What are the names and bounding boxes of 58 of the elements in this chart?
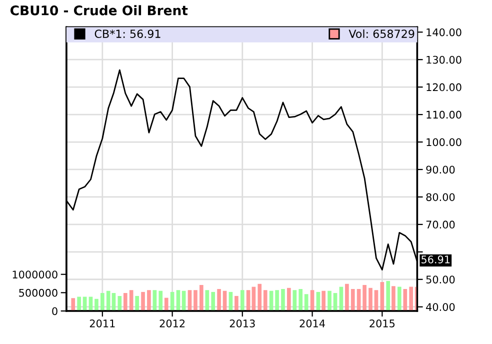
bar xyxy=(240,290,244,311)
bar xyxy=(217,289,221,311)
bar xyxy=(322,290,326,311)
y2-tick-label: 100.00 xyxy=(426,138,462,146)
bar xyxy=(147,290,151,311)
x-tick-label: 2013 xyxy=(230,319,255,328)
bar xyxy=(123,293,128,311)
y2-tick-label: 80.00 xyxy=(426,193,455,202)
y2-tick-label: 50.00 xyxy=(426,276,455,284)
legend-label: CB*1: 56.91 xyxy=(94,30,160,38)
bar xyxy=(304,294,308,311)
y-tick-label: 0 xyxy=(52,307,58,316)
bar xyxy=(386,280,390,311)
bar xyxy=(328,290,332,311)
bar xyxy=(350,289,355,311)
y2-tick-label: 90.00 xyxy=(426,166,455,174)
bar xyxy=(211,292,216,311)
bar xyxy=(77,296,81,311)
bar xyxy=(100,293,104,311)
y2-tick-label: 130.00 xyxy=(426,56,462,64)
bar xyxy=(275,290,279,311)
y2-tick-label: 140.00 xyxy=(426,28,462,36)
bar xyxy=(205,290,210,311)
bar xyxy=(71,298,76,311)
x-tick-label: 2012 xyxy=(160,319,185,328)
bar xyxy=(135,296,139,311)
y2-tick-label: 110.00 xyxy=(426,110,462,119)
bar xyxy=(287,288,291,311)
bar xyxy=(158,290,163,311)
bar xyxy=(118,296,122,311)
bar xyxy=(94,298,98,311)
bar xyxy=(345,284,349,311)
y2-tick-label: 120.00 xyxy=(426,83,462,92)
bar xyxy=(234,296,238,311)
bar xyxy=(194,290,198,311)
bar xyxy=(403,289,408,311)
legend-label: Vol: 658729 xyxy=(348,29,414,38)
bar xyxy=(164,298,168,311)
bar xyxy=(392,286,396,311)
bar xyxy=(409,286,414,311)
bar xyxy=(362,284,366,311)
bar xyxy=(141,292,145,311)
bar xyxy=(258,284,262,311)
y2-tick-label: 70.00 xyxy=(426,220,455,229)
bar xyxy=(298,289,303,311)
y-tick-label: 1000000 xyxy=(12,270,58,278)
bar xyxy=(397,286,402,311)
x-tick-label: 2014 xyxy=(300,319,325,328)
bar xyxy=(368,288,372,311)
bar xyxy=(200,284,204,311)
x-tick-label: 2015 xyxy=(370,319,395,328)
bar xyxy=(263,290,268,311)
x-tick-label: 2011 xyxy=(90,319,115,328)
y2-tick-label: 40.00 xyxy=(426,303,455,311)
text: 56.91 xyxy=(422,256,450,264)
bar xyxy=(281,289,285,311)
chart-title: CBU10 - Crude Oil Brent xyxy=(10,5,188,16)
y-tick-label: 500000 xyxy=(19,288,58,297)
